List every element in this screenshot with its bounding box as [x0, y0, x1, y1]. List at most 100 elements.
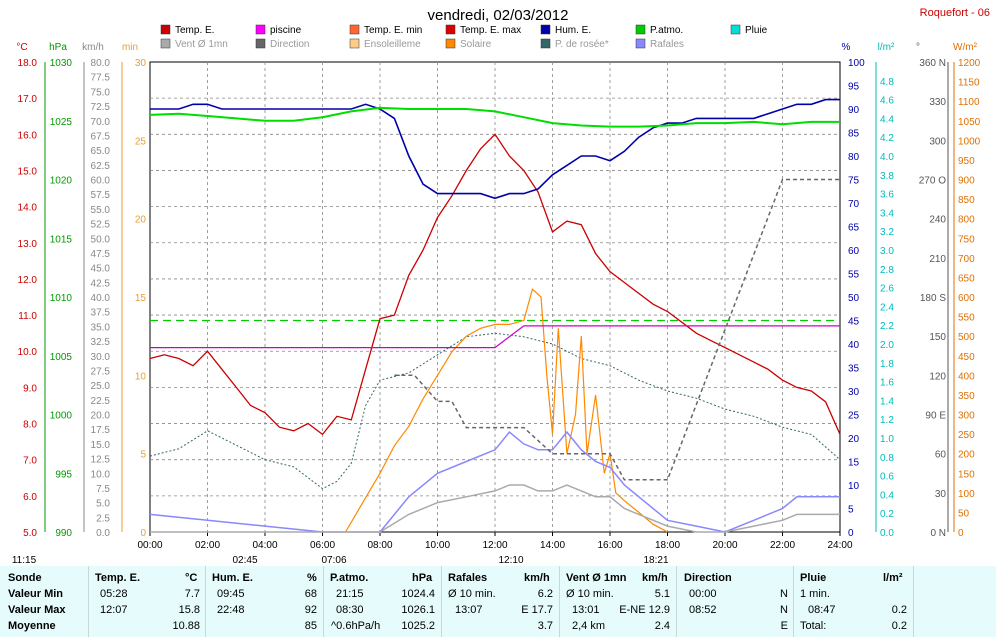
series-hum-e — [150, 98, 840, 200]
cell-value: 1024.4 — [401, 588, 435, 600]
table-row: Moyenne 10.88 85 ^0.6hPa/h 1025.2 3.7 2,… — [0, 618, 996, 634]
y-tick-label: 2.2 — [880, 321, 894, 332]
cell-time: 22:48 — [217, 604, 245, 616]
y-tick-label: 7.0 — [23, 456, 37, 467]
y-tick-label: 1030 — [50, 58, 73, 69]
y-tick-label: 10 — [135, 371, 147, 382]
axis-unit: ° — [916, 42, 920, 53]
y-tick-label: 30 — [848, 387, 860, 398]
y-tick-label: 1000 — [50, 411, 73, 422]
y-tick-label: 70.0 — [91, 117, 111, 128]
col-gust — [441, 566, 560, 637]
cell-value: N — [780, 588, 788, 600]
y-tick-label: 40 — [848, 340, 860, 351]
series-rafales — [149, 430, 840, 533]
y-tick-label: 67.5 — [91, 131, 111, 142]
cell-time: 09:45 — [217, 588, 245, 600]
cell-value: 2.4 — [654, 620, 670, 632]
y-tick-label: 30 — [135, 58, 147, 69]
y-tick-label: 750 — [958, 234, 975, 245]
header-wind: Vent Ø 1mn — [566, 572, 627, 584]
y-tick-label: 250 — [958, 430, 975, 441]
y-tick-label: 65 — [848, 223, 860, 234]
y-tick-label: 950 — [958, 156, 975, 167]
y-tick-label: 60.0 — [91, 176, 111, 187]
y-tick-label: 1.6 — [880, 378, 894, 389]
header-hum: Hum. E. — [212, 572, 253, 584]
sun-event-label: 07:06 — [321, 555, 346, 566]
y-tick-label: 70 — [848, 199, 860, 210]
header-rain-unit: l/m² — [883, 572, 903, 584]
y-tick-label: 0 — [958, 528, 964, 539]
cell-value: E-NE 12.9 — [619, 604, 670, 616]
y-tick-label: 800 — [958, 215, 975, 226]
y-tick-label: 1010 — [50, 293, 73, 304]
y-tick-label: 0.0 — [96, 528, 110, 539]
x-tick-label: 20:00 — [712, 540, 737, 551]
series-temp-e — [149, 133, 841, 436]
y-tick-label: 150 — [958, 469, 975, 480]
y-tick-label: 52.5 — [91, 220, 111, 231]
y-tick-label: 10.0 — [91, 469, 111, 480]
y-tick-label: 3.6 — [880, 190, 894, 201]
y-tick-label: 0.4 — [880, 490, 894, 501]
y-tick-label: 1000 — [958, 136, 981, 147]
legend-label: Temp. E. max — [460, 25, 521, 36]
y-tick-label: 330 — [929, 97, 946, 108]
y-tick-label: 3.2 — [880, 227, 894, 238]
y-tick-label: 75.0 — [91, 87, 111, 98]
y-tick-label: 80.0 — [91, 58, 111, 69]
cell-time: Ø 10 min. — [448, 588, 496, 600]
x-tick-label: 18:00 — [655, 540, 680, 551]
y-tick-label: 80 — [848, 152, 860, 163]
y-tick-label: 400 — [958, 371, 975, 382]
y-tick-label: 300 — [958, 411, 975, 422]
y-tick-label: 1025 — [50, 117, 73, 128]
y-tick-label: 360 N — [919, 58, 946, 69]
header-press-unit: hPa — [412, 572, 433, 584]
y-tick-label: 1200 — [958, 58, 981, 69]
y-tick-label: 990 — [55, 528, 72, 539]
x-tick-label: 08:00 — [367, 540, 392, 551]
y-tick-label: 100 — [958, 489, 975, 500]
cell-time: 08:30 — [336, 604, 364, 616]
table-header-row: Sonde Temp. E. °C Hum. E. % P.atmo. hPa … — [0, 570, 996, 586]
axis-unit: °C — [16, 42, 27, 53]
y-tick-label: 1020 — [50, 176, 73, 187]
header-press: P.atmo. — [330, 572, 369, 584]
y-tick-label: 7.5 — [96, 484, 110, 495]
legend-layer: Temp. E. piscine Temp. E. min Temp. E. max H… — [160, 24, 768, 50]
y-tick-label: 9.0 — [23, 383, 37, 394]
axis-unit: km/h — [82, 42, 104, 53]
y-tick-label: 5.0 — [23, 528, 37, 539]
legend-swatch — [540, 24, 551, 35]
col-press — [323, 566, 442, 637]
y-tick-label: 65.0 — [91, 146, 111, 157]
cell-value: 6.2 — [537, 588, 553, 600]
cell-value: E 17.7 — [521, 604, 553, 616]
x-tick-label: 10:00 — [425, 540, 450, 551]
cell-value: 5.1 — [654, 588, 670, 600]
cell-value: 85 — [304, 620, 317, 632]
y-tick-label: 550 — [958, 313, 975, 324]
y-tick-label: 60 — [935, 450, 947, 461]
header-wind-unit: km/h — [642, 572, 668, 584]
legend-swatch — [349, 24, 360, 35]
y-tick-label: 4.8 — [880, 77, 894, 88]
sun-event-label: 11:15 — [12, 555, 37, 566]
header-rain: Pluie — [800, 572, 827, 584]
y-tick-label: 20 — [848, 434, 860, 445]
cell-time: 12:07 — [100, 604, 128, 616]
legend-swatch — [635, 38, 646, 49]
cell-value: 92 — [304, 604, 317, 616]
y-tick-label: 500 — [958, 332, 975, 343]
x-tick-label: 04:00 — [252, 540, 277, 551]
y-tick-label: 20 — [135, 215, 147, 226]
y-tick-label: 50 — [958, 508, 970, 519]
legend-label: Pluie — [745, 25, 768, 36]
y-tick-label: 1.2 — [880, 415, 894, 426]
cell-time: 13:01 — [572, 604, 600, 616]
chart-title: vendredi, 02/03/2012 — [428, 7, 569, 24]
y-tick-label: 27.5 — [91, 366, 111, 377]
table-row: Valeur Min 05:28 7.7 09:45 68 21:15 1024… — [0, 586, 996, 602]
